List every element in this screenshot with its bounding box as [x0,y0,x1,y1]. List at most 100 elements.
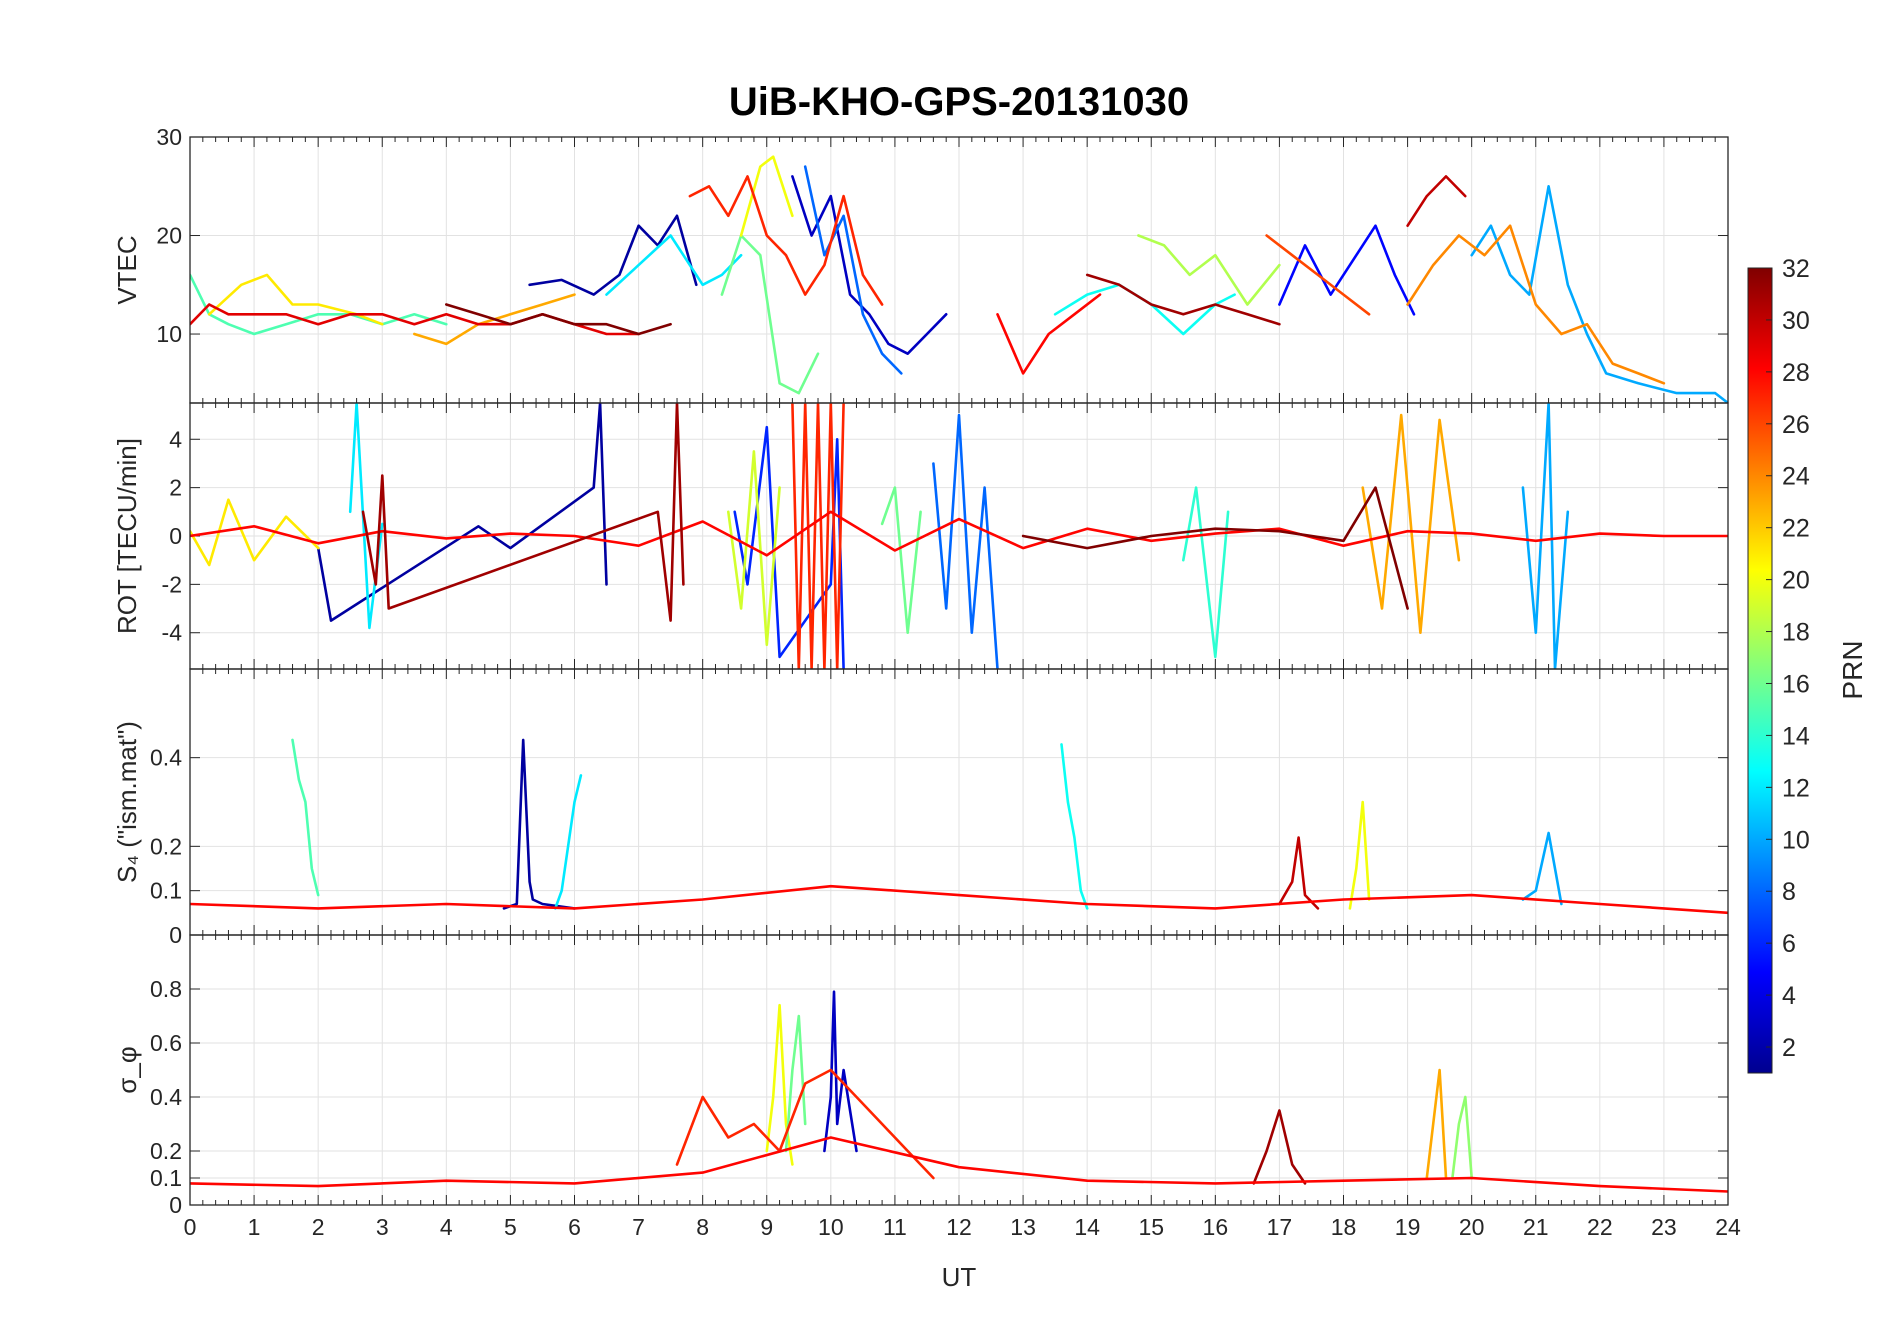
colorbar-label: PRN [1837,640,1868,699]
y-axis-label: S₄ ("ism.mat") [112,721,142,883]
panel-4: 00.10.2 0.4 0.6 0.8 σ_φ [112,934,1729,1218]
y-tick-label: 0.6 [150,1030,182,1056]
series-prn-32 [1021,486,1409,610]
y-tick-label: 0.2 [150,1138,182,1164]
x-tick-label: 15 [1138,1214,1164,1240]
x-tick-label: 6 [568,1214,581,1240]
series-prn-28 [996,293,1102,375]
y-tick-label: 0 [169,922,182,948]
colorbar-tick-label: 22 [1782,515,1810,543]
series-prn-6 [733,425,845,669]
series-prn-23 [1361,413,1461,635]
series-prn-10 [1470,185,1728,403]
x-tick-label: 9 [760,1214,773,1240]
series-prn-14 [1182,486,1230,659]
series-prn-12 [605,234,743,296]
colorbar-tick-label: 18 [1782,619,1810,647]
x-tick-label: 23 [1651,1214,1677,1240]
y-axis-label: ROT [TECU/min] [112,438,142,634]
x-tick-label: 17 [1267,1214,1293,1240]
series-prn-16 [720,234,820,395]
series-prn-12 [348,403,384,630]
panel-3: 0 0.1 0.2 0.4 S₄ ("ism.mat") [112,668,1729,948]
series-prn-28 [190,884,1728,915]
colorbar-tick-label: 20 [1782,567,1810,595]
y-tick-label: 0 [169,1192,182,1218]
colorbar-tick-label: 30 [1782,307,1810,335]
chart-title: UiB-KHO-GPS-20131030 [729,80,1189,124]
panel-1: 10 20 30 VTEC [112,124,1729,404]
series-prn-31 [361,403,685,622]
series-prn-31 [1085,273,1281,326]
series-prn-30 [1278,836,1320,910]
colorbar-tick-label: 8 [1782,878,1796,906]
x-axis-label: UT [942,1262,977,1292]
y-tick-label: 0.2 [150,833,182,859]
y-tick-label: 0.1 [150,878,182,904]
series-prn-3 [823,990,858,1153]
colorbar-tick-label: 14 [1782,722,1810,750]
colorbar-tick-label: 4 [1782,982,1796,1010]
series-prn-16 [880,486,922,635]
series-prn-5 [1278,224,1416,316]
colorbar-tick-label: 6 [1782,930,1796,958]
series-group [190,738,1728,915]
colorbar-tick-label: 24 [1782,463,1810,491]
x-tick-label: 2 [312,1214,325,1240]
y-tick-label: 4 [169,426,182,452]
series-prn-27 [688,175,884,306]
x-tick-label: 16 [1203,1214,1229,1240]
x-tick-label: 13 [1010,1214,1036,1240]
x-tick-label: 4 [440,1214,453,1240]
colorbar-tick-label: 26 [1782,411,1810,439]
x-tick-label: 7 [632,1214,645,1240]
y-tick-label: 0.8 [150,976,182,1002]
y-tick-label: 0.4 [150,745,182,771]
series-prn-24 [1406,224,1666,385]
colorbar-gradient [1747,267,1773,1074]
y-tick-label: 0.4 [150,1084,182,1110]
y-tick-label: 0.1 [150,1165,182,1191]
y-tick-label: 0 [169,523,182,549]
series-prn-27 [791,403,845,669]
y-axis-label: σ_φ [112,1046,142,1093]
x-tick-label: 22 [1587,1214,1613,1240]
x-tick-label: 10 [818,1214,844,1240]
series-prn-32 [444,303,672,336]
colorbar-tick-label: 28 [1782,359,1810,387]
x-tick-label: 14 [1074,1214,1100,1240]
x-tick-label: 21 [1523,1214,1549,1240]
series-prn-28 [190,510,1728,557]
series-prn-18 [1137,234,1281,306]
series-prn-20 [739,155,794,237]
panel-2: -4 -2 0 2 4 ROT [TECU/min] [112,402,1729,670]
series-prn-26 [1265,234,1371,316]
series-prn-10 [1521,831,1563,906]
series-prn-29 [190,303,640,336]
x-tick-label: 18 [1331,1214,1357,1240]
series-prn-16 [784,1014,807,1153]
x-tick-label: 12 [946,1214,972,1240]
x-tick-label: 5 [504,1214,517,1240]
y-axis-label: VTEC [112,235,142,304]
x-tick-label: 24 [1715,1214,1741,1240]
colorbar-tick-label: 32 [1782,255,1810,283]
x-tick-label: 0 [184,1214,197,1240]
y-tick-label: 30 [156,124,182,150]
series-prn-31 [1252,1109,1307,1185]
axes-frame [189,934,1729,1206]
series-prn-8 [803,165,903,375]
series-prn-28 [190,1136,1728,1193]
series-prn-10 [1521,403,1570,669]
series-prn-15 [291,738,320,897]
series-prn-23 [1425,1068,1448,1180]
series-prn-2 [316,403,608,622]
y-tick-label: 20 [156,223,182,249]
series-prn-30 [1406,175,1467,227]
series-group [190,155,1728,403]
colorbar-tick-label: 16 [1782,670,1810,698]
